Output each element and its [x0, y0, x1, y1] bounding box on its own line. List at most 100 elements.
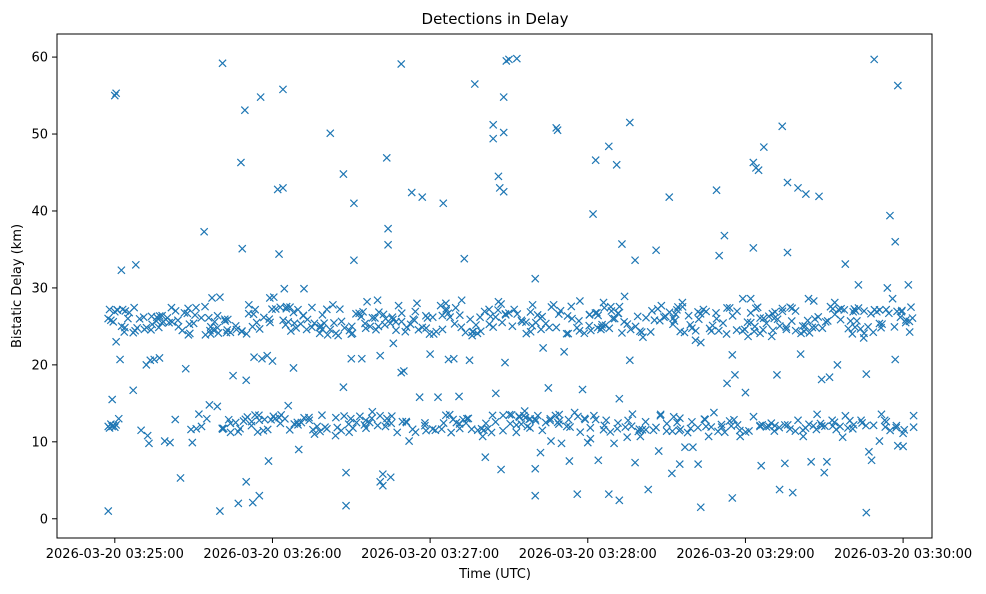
data-point	[268, 356, 277, 366]
data-point	[293, 420, 303, 429]
y-axis-label: Bistatic Delay (km)	[10, 224, 25, 348]
data-point	[791, 326, 800, 335]
data-point	[210, 317, 219, 326]
data-point	[573, 412, 582, 421]
data-point	[192, 424, 201, 433]
data-point	[322, 305, 331, 314]
data-point	[634, 427, 643, 436]
data-point	[832, 425, 841, 434]
data-point	[447, 428, 456, 437]
data-point	[862, 370, 871, 379]
data-point	[183, 309, 192, 318]
data-point	[278, 183, 288, 192]
data-point	[594, 311, 603, 320]
data-point	[379, 310, 388, 319]
data-point	[504, 309, 513, 318]
data-point	[508, 322, 517, 331]
data-point	[117, 266, 126, 275]
data-point	[507, 410, 516, 419]
data-point	[494, 306, 503, 315]
data-point	[613, 309, 622, 318]
data-point	[112, 420, 121, 429]
data-point	[775, 321, 784, 331]
data-point	[361, 424, 371, 433]
data-point	[219, 424, 228, 433]
data-point	[428, 425, 437, 434]
data-point	[457, 323, 466, 332]
data-point	[673, 418, 682, 427]
data-point	[112, 89, 121, 98]
data-point	[610, 314, 619, 323]
data-point	[481, 419, 490, 428]
data-point	[247, 417, 256, 426]
data-point	[359, 307, 368, 316]
data-point	[384, 224, 393, 233]
data-point	[869, 421, 878, 430]
data-point	[300, 413, 309, 422]
data-point	[479, 426, 489, 435]
data-point	[342, 468, 351, 477]
data-point	[220, 315, 229, 324]
data-point	[749, 412, 758, 421]
data-point	[652, 246, 661, 255]
data-point	[355, 412, 364, 421]
data-point	[329, 318, 339, 327]
data-point	[764, 312, 773, 321]
data-point	[178, 326, 187, 335]
data-point	[218, 59, 227, 68]
data-point	[485, 305, 494, 314]
data-point	[783, 420, 792, 429]
data-point	[512, 54, 521, 63]
data-point	[144, 439, 153, 448]
data-point	[893, 81, 902, 90]
data-point	[644, 485, 653, 494]
data-point	[891, 355, 900, 364]
data-point	[229, 371, 238, 380]
data-point	[110, 91, 119, 100]
data-point	[284, 317, 293, 326]
data-point	[242, 329, 251, 338]
data-point	[231, 418, 240, 427]
data-point	[669, 412, 678, 421]
data-point	[714, 427, 723, 436]
data-point	[112, 337, 121, 346]
data-point	[757, 461, 766, 470]
data-point	[445, 410, 454, 419]
data-point	[373, 296, 382, 305]
x-axis-label: Time (UTC)	[458, 567, 531, 582]
data-point	[374, 322, 383, 331]
y-tick-label: 30	[31, 281, 48, 296]
data-point	[574, 316, 583, 325]
data-point	[709, 408, 718, 417]
data-point	[727, 421, 736, 430]
data-point	[205, 400, 214, 409]
data-point	[386, 473, 395, 482]
data-point	[267, 305, 277, 314]
data-point	[696, 338, 705, 347]
data-point	[688, 443, 697, 452]
data-point	[491, 313, 500, 322]
data-point	[192, 303, 201, 312]
data-point	[613, 424, 622, 433]
data-point	[704, 432, 713, 441]
data-point	[680, 443, 690, 452]
x-tick-label: 2026-03-20 03:26:00	[203, 547, 341, 562]
data-point	[155, 311, 164, 321]
data-point	[870, 55, 879, 64]
data-point	[796, 350, 805, 359]
data-point	[449, 354, 458, 363]
y-tick-label: 40	[31, 204, 48, 219]
data-point	[822, 457, 831, 466]
data-point	[286, 326, 295, 336]
data-point	[545, 323, 554, 332]
data-point	[326, 325, 335, 334]
y-tick-label: 60	[31, 51, 48, 66]
data-point	[567, 314, 577, 323]
data-point	[728, 350, 737, 359]
data-point	[678, 302, 687, 311]
data-point	[269, 293, 278, 302]
data-point	[604, 490, 613, 499]
data-point	[528, 300, 537, 309]
data-point	[346, 414, 355, 423]
